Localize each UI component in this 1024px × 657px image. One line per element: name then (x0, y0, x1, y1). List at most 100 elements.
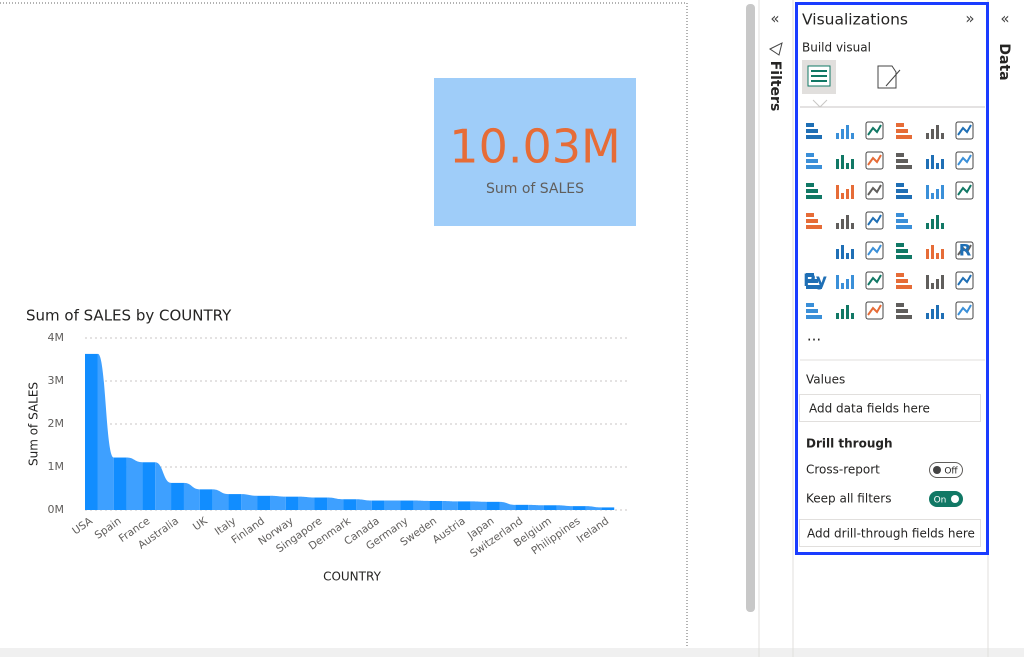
visual-icon[interactable] (896, 195, 912, 199)
visual-icon[interactable] (836, 159, 839, 169)
visual-icon[interactable] (806, 219, 818, 223)
visual-icon[interactable] (865, 151, 884, 170)
visual-icon[interactable] (896, 279, 908, 283)
visual-icon[interactable] (926, 249, 929, 259)
visual-icon[interactable] (931, 309, 934, 319)
visual-icon[interactable] (806, 129, 818, 133)
python-visual[interactable]: Py (803, 271, 827, 291)
visual-icon[interactable] (841, 309, 844, 319)
visual-icon[interactable] (896, 273, 904, 277)
visual-icon[interactable] (955, 241, 974, 260)
format-visual-tab[interactable] (877, 65, 901, 89)
visual-icon[interactable] (806, 195, 822, 199)
visual-icon[interactable] (806, 189, 818, 193)
scrollbar[interactable] (746, 4, 755, 612)
visual-icon[interactable] (926, 275, 929, 289)
visual-icon[interactable] (926, 223, 929, 229)
visual-icon[interactable] (806, 303, 814, 307)
visual-icon[interactable] (896, 213, 904, 217)
visual-icon[interactable] (806, 309, 818, 313)
r-visual[interactable]: R (959, 241, 971, 260)
visual-icon[interactable] (846, 189, 849, 199)
visual-icon[interactable] (896, 123, 904, 127)
visual-icon[interactable] (896, 255, 912, 259)
visual-icon[interactable] (841, 245, 844, 259)
visual-icon[interactable] (936, 125, 939, 139)
visual-icon[interactable] (846, 305, 849, 319)
visual-icon[interactable] (896, 243, 904, 247)
visual-icon[interactable] (896, 129, 908, 133)
visual-icon[interactable] (841, 155, 844, 169)
collapse-viz[interactable]: » (965, 10, 974, 28)
visual-icon[interactable] (896, 285, 912, 289)
data-title[interactable]: Data (996, 43, 1012, 80)
visual-icon[interactable] (841, 283, 844, 289)
visual-icon[interactable] (846, 163, 849, 169)
visual-icon[interactable] (836, 185, 839, 199)
visual-icon[interactable] (806, 285, 822, 289)
visual-icon[interactable] (851, 185, 854, 199)
visual-icon[interactable] (941, 185, 944, 199)
visual-icon[interactable] (806, 183, 814, 187)
visual-icon[interactable] (896, 159, 908, 163)
visual-icon[interactable] (936, 189, 939, 199)
visual-icon[interactable] (806, 165, 822, 169)
visual-icon[interactable] (896, 249, 908, 253)
visual-icon[interactable] (806, 159, 818, 163)
visual-icon[interactable] (865, 301, 884, 320)
visual-icon[interactable] (941, 223, 944, 229)
visual-icon[interactable] (896, 183, 904, 187)
visual-icon[interactable] (865, 241, 884, 260)
visual-icon[interactable] (836, 133, 839, 139)
visual-icon[interactable] (846, 279, 849, 289)
visual-icon[interactable] (931, 155, 934, 169)
visual-icon[interactable] (896, 219, 908, 223)
visual-icon[interactable] (926, 313, 929, 319)
visual-icon[interactable] (865, 271, 884, 290)
visual-icon[interactable] (806, 153, 814, 157)
visual-icon[interactable] (896, 303, 904, 307)
visual-icon[interactable] (846, 125, 849, 139)
visual-icon[interactable] (931, 129, 934, 139)
visual-icon[interactable] (851, 275, 854, 289)
visual-icon[interactable] (931, 193, 934, 199)
visual-icon[interactable] (941, 275, 944, 289)
visual-icon[interactable] (926, 185, 929, 199)
expand-icon[interactable]: « (1000, 10, 1009, 28)
visual-icon[interactable] (926, 159, 929, 169)
visual-icon[interactable] (806, 273, 814, 277)
visual-icon[interactable] (836, 223, 839, 229)
drill-well[interactable] (799, 519, 981, 547)
visual-icon[interactable] (926, 133, 929, 139)
visual-icon[interactable] (896, 165, 912, 169)
visual-icon[interactable] (851, 249, 854, 259)
visual-icon[interactable] (896, 315, 912, 319)
visual-icon[interactable] (955, 121, 974, 140)
visual-icon[interactable] (865, 211, 884, 230)
visual-icon[interactable] (941, 133, 944, 139)
visual-icon[interactable] (941, 249, 944, 259)
visual-icon[interactable] (851, 133, 854, 139)
collapse-icon[interactable]: « (770, 10, 779, 28)
visual-icon[interactable] (931, 283, 934, 289)
visual-icon[interactable] (851, 223, 854, 229)
filters-title[interactable]: Filters (767, 61, 783, 112)
visual-icon[interactable] (955, 301, 974, 320)
visual-icon[interactable] (851, 313, 854, 319)
visual-icon[interactable] (941, 313, 944, 319)
more-visuals[interactable]: ... (807, 327, 821, 345)
visual-icon[interactable] (846, 215, 849, 229)
visual-icon[interactable] (806, 213, 814, 217)
visual-icon[interactable] (841, 129, 844, 139)
values-well[interactable] (799, 394, 981, 422)
visual-icon[interactable] (836, 249, 839, 259)
visual-icon[interactable] (865, 121, 884, 140)
visual-icon[interactable] (806, 279, 818, 283)
visual-icon[interactable] (836, 313, 839, 319)
visual-icon[interactable] (836, 275, 839, 289)
visual-icon[interactable] (806, 315, 822, 319)
visual-icon[interactable] (936, 305, 939, 319)
visual-icon[interactable] (936, 253, 939, 259)
visual-icon[interactable] (936, 279, 939, 289)
visual-icon[interactable] (936, 163, 939, 169)
